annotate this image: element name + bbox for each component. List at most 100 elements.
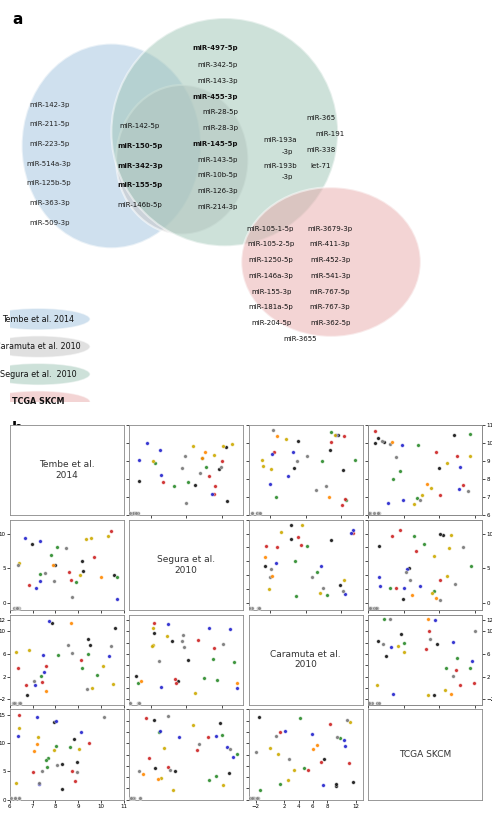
Point	[137, 674, 145, 687]
Text: miR-145-5p: miR-145-5p	[192, 141, 238, 147]
Point	[71, 774, 79, 787]
Point	[210, 449, 218, 462]
Point	[14, 730, 22, 743]
Point	[405, 562, 413, 575]
Point	[32, 737, 40, 750]
Text: miR-105-2-5p: miR-105-2-5p	[247, 242, 294, 247]
Point	[125, 697, 133, 710]
Point	[148, 639, 156, 652]
Text: miR-362-5p: miR-362-5p	[310, 320, 350, 326]
Point	[388, 530, 396, 543]
Point	[226, 622, 234, 635]
Point	[443, 456, 451, 469]
Text: Segura et al.  2010: Segura et al. 2010	[0, 370, 76, 379]
Point	[387, 641, 395, 654]
Point	[223, 741, 231, 754]
Point	[412, 544, 420, 557]
Point	[301, 761, 308, 774]
Point	[77, 653, 85, 666]
Point	[195, 737, 203, 750]
Point	[255, 601, 263, 614]
Point	[42, 659, 50, 672]
Point	[52, 715, 60, 728]
Text: miR-155-5p: miR-155-5p	[117, 182, 162, 188]
Point	[432, 592, 440, 605]
Point	[322, 479, 330, 492]
Point	[164, 617, 172, 630]
Point	[152, 762, 159, 775]
Point	[256, 784, 264, 797]
Point	[347, 527, 355, 540]
Point	[441, 684, 449, 697]
Point	[194, 633, 202, 646]
Point	[291, 764, 299, 777]
Point	[312, 483, 320, 496]
Point	[16, 792, 24, 805]
Point	[386, 613, 394, 626]
Point	[30, 675, 38, 688]
Text: -3p: -3p	[282, 175, 293, 180]
Text: miR-142-3p: miR-142-3p	[30, 102, 70, 108]
Point	[31, 582, 39, 595]
Point	[436, 574, 444, 587]
Point	[10, 697, 18, 710]
Text: miR-143-3p: miR-143-3p	[197, 78, 238, 84]
Point	[50, 574, 58, 588]
Point	[192, 743, 200, 756]
Point	[313, 565, 321, 579]
Point	[394, 640, 401, 653]
Point	[129, 507, 137, 520]
Point	[149, 639, 156, 652]
Point	[14, 662, 22, 675]
Point	[73, 756, 81, 769]
Point	[211, 480, 219, 493]
Point	[68, 765, 76, 778]
Point	[189, 718, 197, 731]
Point	[399, 494, 407, 507]
Point	[86, 639, 94, 652]
Point	[126, 697, 134, 710]
Point	[85, 736, 93, 749]
Point	[459, 478, 467, 491]
Text: miR-411-3p: miR-411-3p	[310, 242, 350, 247]
Point	[276, 778, 284, 791]
Point	[159, 475, 167, 488]
Point	[184, 653, 192, 666]
Point	[157, 468, 165, 481]
Point	[16, 792, 24, 805]
Point	[36, 534, 44, 548]
Point	[366, 697, 373, 710]
Point	[219, 778, 227, 791]
Point	[51, 558, 59, 571]
Point	[11, 697, 19, 710]
Point	[106, 650, 114, 663]
Point	[370, 507, 378, 520]
Point	[380, 613, 388, 626]
Point	[316, 586, 324, 599]
Point	[318, 455, 326, 468]
Point	[151, 617, 158, 630]
Point	[375, 570, 383, 583]
Point	[419, 488, 427, 501]
Point	[466, 428, 474, 441]
Point	[90, 551, 98, 564]
Point	[396, 464, 404, 477]
Point	[205, 774, 213, 787]
Point	[450, 428, 458, 441]
Point	[342, 494, 350, 507]
Point	[340, 429, 348, 442]
Point	[62, 541, 70, 554]
Point	[50, 743, 58, 756]
Point	[83, 683, 91, 696]
Point	[272, 490, 280, 503]
Point	[179, 628, 187, 641]
Point	[349, 526, 357, 539]
Point	[151, 457, 159, 470]
Point	[327, 425, 335, 438]
Text: Caramuta et al.
2010: Caramuta et al. 2010	[271, 650, 341, 669]
Point	[52, 740, 60, 753]
Point	[35, 777, 43, 790]
Text: miR-365: miR-365	[306, 115, 335, 122]
Point	[371, 437, 379, 450]
Point	[323, 589, 331, 602]
